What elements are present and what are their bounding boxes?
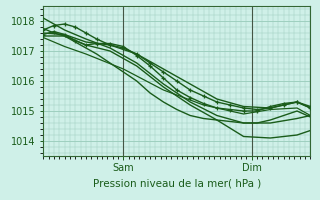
X-axis label: Pression niveau de la mer( hPa ): Pression niveau de la mer( hPa ) bbox=[93, 178, 261, 188]
